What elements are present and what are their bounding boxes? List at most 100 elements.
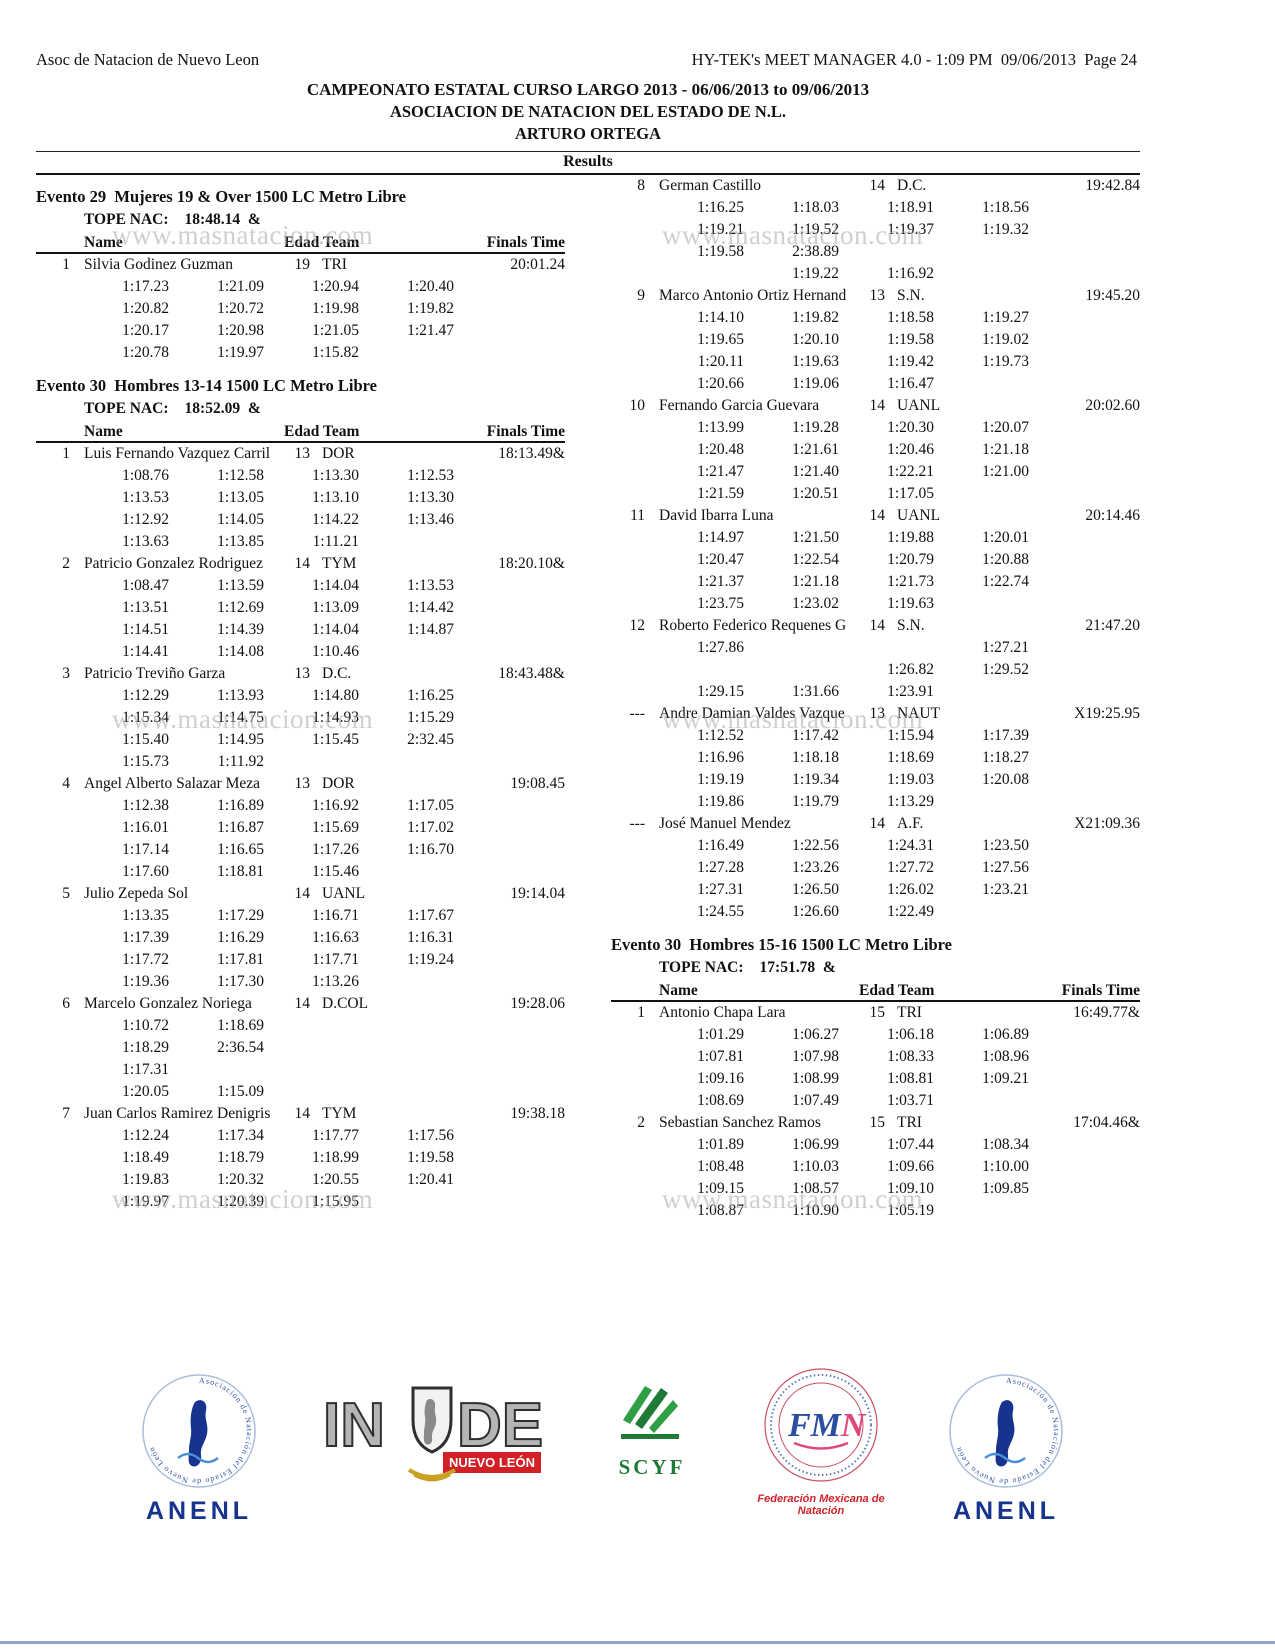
watermark: www.masnatacion.com (662, 704, 924, 734)
anenl-label: ANENL (145, 1497, 253, 1525)
split-time: 1:11.21 (312, 533, 359, 550)
split-time: 1:20.30 (887, 419, 934, 436)
split-time: 1:14.97 (697, 529, 744, 546)
result-entry: 1 Silvia Godinez Guzman 19 TRI 20:01.24 1:17.… (36, 254, 565, 364)
split-time: 1:20.46 (887, 441, 934, 458)
team-code: TRI (897, 1004, 922, 1021)
split-time: 1:10.03 (792, 1158, 839, 1175)
split-time: 1:21.05 (312, 322, 359, 339)
team-code: TRI (897, 1114, 922, 1131)
split-time: 1:16.63 (312, 929, 359, 946)
swimmer-age: 14 (294, 1105, 311, 1122)
split-time: 1:19.36 (122, 973, 169, 990)
split-time: 1:18.49 (122, 1149, 169, 1166)
team-code: D.COL (322, 995, 369, 1012)
results-divider-top (36, 151, 1140, 152)
footer-logos: Asociación de Natación del Estado de Nue… (0, 1366, 1275, 1556)
splits-row: 1:19.36 1:17.30 1:13.26 (36, 971, 565, 993)
split-time: 1:17.81 (217, 951, 264, 968)
splits-row: 1:19.65 1:20.10 1:19.58 1:19.02 (611, 329, 1140, 351)
result-entry: 11 David Ibarra Luna 14 UANL 20:14.46 1:14.97… (611, 505, 1140, 615)
split-time: 1:15.29 (407, 709, 454, 726)
split-time: 1:08.96 (982, 1048, 1029, 1065)
split-time: 2:38.89 (792, 243, 839, 260)
place-number: 2 (62, 555, 70, 572)
split-time: 1:13.51 (122, 599, 169, 616)
split-time: 1:12.38 (122, 797, 169, 814)
split-time: 2:32.45 (407, 731, 454, 748)
split-time: 1:19.24 (407, 951, 454, 968)
result-entry: 3 Patricio Treviño Garza 13 D.C. 18:43.48& 1:… (36, 663, 565, 773)
split-time: 1:08.81 (887, 1070, 934, 1087)
place-number: 6 (62, 995, 70, 1012)
team-code: DOR (322, 445, 355, 462)
split-time: 1:07.98 (792, 1048, 839, 1065)
split-time: 1:18.56 (982, 199, 1029, 216)
place-number: 8 (637, 177, 645, 194)
split-time (744, 637, 839, 659)
result-row: --- Andre Damian Valdes Vazque 13 NAUT X19:2… (611, 703, 1141, 725)
split-time: 1:15.09 (217, 1083, 264, 1100)
split-time: 1:20.05 (122, 1083, 169, 1100)
place-number: 1 (62, 256, 70, 273)
split-time (649, 263, 744, 285)
splits-row: 1:17.14 1:16.65 1:17.26 1:16.70 (36, 839, 565, 861)
result-entry: 1 Luis Fernando Vazquez Carril 13 DOR 18:13.… (36, 443, 565, 553)
team-code: UANL (322, 885, 366, 902)
finals-time: 19:28.06 (510, 995, 565, 1012)
meet-title: CAMPEONATO ESTATAL CURSO LARGO 2013 - 06… (306, 80, 870, 99)
split-time: 1:20.47 (697, 551, 744, 568)
split-time: 1:18.91 (887, 199, 934, 216)
split-time: 1:20.72 (217, 300, 264, 317)
inde-red-banner (443, 1452, 541, 1473)
swimmer-age: 15 (869, 1004, 886, 1021)
watermark: www.masnatacion.com (112, 220, 374, 250)
place-number: 10 (629, 397, 646, 414)
split-time: 1:01.89 (697, 1136, 744, 1153)
split-time: 1:01.29 (697, 1026, 744, 1043)
swimmer-age: 14 (869, 815, 886, 832)
finals-time: 19:08.45 (510, 775, 565, 792)
splits-row: 1:12.29 1:13.93 1:14.80 1:16.25 (36, 685, 565, 707)
inde-text-de: DE (457, 1391, 543, 1460)
result-row: 7 Juan Carlos Ramirez Denigris 14 TYM 19:38.… (36, 1103, 565, 1125)
split-time: 1:23.91 (887, 683, 934, 700)
split-time: 1:12.24 (122, 1127, 169, 1144)
finals-time: X21:09.36 (1074, 815, 1140, 832)
place-number: 1 (62, 445, 70, 462)
split-time: 1:07.81 (697, 1048, 744, 1065)
split-time: 1:20.08 (982, 771, 1029, 788)
split-time: 1:13.85 (217, 533, 264, 550)
split-time: 1:11.92 (217, 753, 264, 770)
result-row: 3 Patricio Treviño Garza 13 D.C. 18:43.48& (36, 663, 565, 685)
split-time: 1:13.63 (122, 533, 169, 550)
splits-row: 1:14.41 1:14.08 1:10.46 (36, 641, 565, 663)
split-time: 1:17.31 (122, 1061, 169, 1078)
split-time: 1:06.18 (887, 1026, 934, 1043)
splits-row: 1:20.11 1:19.63 1:19.42 1:19.73 (611, 351, 1140, 373)
swimmer-name: Patricio Treviño Garza (84, 665, 226, 682)
split-time: 1:19.02 (982, 331, 1029, 348)
result-entry: 6 Marcelo Gonzalez Noriega 14 D.COL 19:28.06… (36, 993, 565, 1103)
split-time: 1:20.98 (217, 322, 264, 339)
splits-row: 1:20.48 1:21.61 1:20.46 1:21.18 (611, 439, 1140, 461)
splits-row: 1:16.25 1:18.03 1:18.91 1:18.56 (611, 197, 1140, 219)
finals-time: 16:49.77& (1073, 1004, 1140, 1021)
finals-time: 20:02.60 (1085, 397, 1140, 414)
split-time: 1:17.23 (122, 278, 169, 295)
split-time: 1:19.58 (407, 1149, 454, 1166)
place-number: 12 (629, 617, 646, 634)
team-code: UANL (897, 397, 941, 414)
splits-row: 1:24.55 1:26.60 1:22.49 (611, 901, 1140, 923)
place-number: --- (629, 815, 646, 832)
splits-row: 1:08.69 1:07.49 1:03.71 (611, 1090, 1140, 1112)
split-time: 1:17.26 (312, 841, 359, 858)
split-time: 1:20.79 (887, 551, 934, 568)
column-header-name: Name (84, 234, 123, 251)
inde-shield-map-icon (423, 1398, 437, 1445)
split-time: 1:19.28 (792, 419, 839, 436)
split-time: 1:13.26 (312, 973, 359, 990)
split-time: 1:19.32 (982, 221, 1029, 238)
splits-row: 1:17.39 1:16.29 1:16.63 1:16.31 (36, 927, 565, 949)
